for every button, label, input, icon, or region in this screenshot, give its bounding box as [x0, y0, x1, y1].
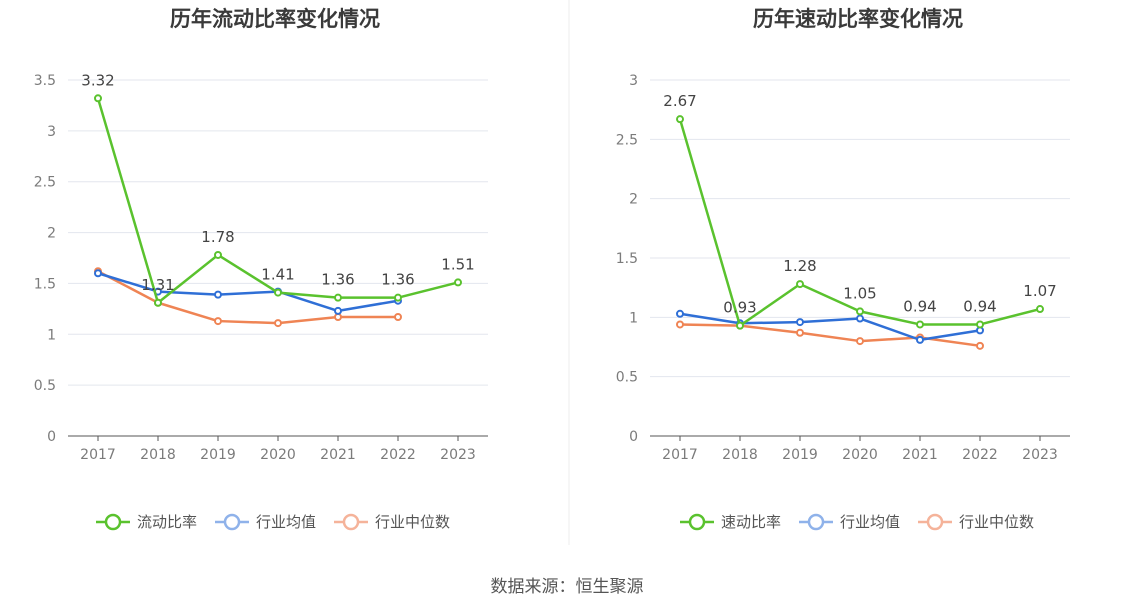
data-label: 1.05 — [843, 284, 876, 302]
y-tick-label: 1 — [629, 310, 638, 326]
data-point-industry_median — [214, 317, 222, 326]
y-tick-label: 1.5 — [34, 276, 56, 292]
data-point-industry_median — [334, 312, 342, 321]
legend-marker — [342, 513, 360, 531]
data-source-text: 数据来源：恒生聚源 — [491, 577, 644, 597]
data-point-industry_median — [676, 320, 684, 329]
legend-label: 行业均值 — [256, 513, 316, 531]
data-label: 0.94 — [903, 297, 936, 315]
x-tick-label: 2019 — [782, 447, 818, 463]
data-point-industry_avg — [856, 314, 864, 323]
data-label: 1.28 — [783, 257, 816, 275]
data-point-industry_avg — [796, 318, 804, 327]
data-label: 1.07 — [1023, 282, 1056, 300]
x-tick-label: 2018 — [140, 447, 176, 463]
data-point-industry_avg — [94, 269, 102, 278]
data-point-company — [1036, 305, 1044, 314]
data-point-company — [736, 321, 744, 330]
data-point-industry_median — [394, 312, 402, 321]
y-tick-label: 3 — [629, 73, 638, 89]
x-tick-label: 2022 — [380, 447, 416, 463]
x-tick-label: 2019 — [200, 447, 236, 463]
legend-label: 行业均值 — [840, 513, 900, 531]
x-tick-label: 2023 — [440, 447, 476, 463]
y-tick-label: 0.5 — [616, 370, 638, 386]
data-point-company — [976, 320, 984, 329]
x-tick-label: 2018 — [722, 447, 758, 463]
data-point-industry_median — [274, 319, 282, 328]
y-tick-label: 0.5 — [34, 378, 56, 394]
x-tick-label: 2023 — [1022, 447, 1058, 463]
data-point-company — [916, 320, 924, 329]
data-label: 3.32 — [81, 71, 114, 89]
data-point-industry_avg — [214, 290, 222, 299]
data-point-company — [454, 278, 462, 287]
y-tick-label: 3 — [47, 124, 56, 140]
data-label: 1.78 — [201, 228, 234, 246]
y-tick-label: 2 — [629, 192, 638, 208]
series-line-industry_median — [97, 270, 398, 325]
chart-title: 历年流动比率变化情况 — [170, 7, 380, 31]
data-point-industry_avg — [676, 309, 684, 318]
data-point-company — [676, 115, 684, 124]
data-point-company — [856, 307, 864, 316]
data-point-company — [274, 288, 282, 297]
series-line-industry_median — [679, 323, 981, 348]
data-point-company — [796, 280, 804, 289]
legend-label: 流动比率 — [137, 513, 197, 531]
data-label: 0.93 — [723, 299, 756, 317]
data-label: 1.36 — [381, 271, 414, 289]
y-tick-label: 0 — [629, 429, 638, 445]
data-label: 1.31 — [141, 276, 174, 294]
data-point-industry_median — [796, 328, 804, 337]
y-tick-label: 2.5 — [34, 175, 56, 191]
current-ratio-chart: 历年流动比率变化情况 0 0.5 1 1.5 2 2.5 3 3.5 2017 2018 2019 20… — [34, 7, 488, 531]
data-label: 1.41 — [261, 266, 294, 284]
data-label: 2.67 — [663, 92, 696, 110]
data-point-company — [334, 293, 342, 302]
y-tick-label: 2 — [47, 226, 56, 242]
y-tick-label: 0 — [47, 429, 56, 445]
legend-marker — [688, 513, 706, 531]
legend-label: 行业中位数 — [959, 513, 1034, 531]
x-tick-label: 2017 — [80, 447, 116, 463]
data-point-company — [94, 94, 102, 103]
legend-marker — [807, 513, 825, 531]
legend-marker — [223, 513, 241, 531]
data-label: 1.51 — [441, 255, 474, 273]
data-point-company — [214, 250, 222, 259]
legend-marker — [926, 513, 944, 531]
y-tick-label: 3.5 — [34, 73, 56, 89]
data-point-industry_avg — [334, 306, 342, 315]
y-tick-label: 1.5 — [616, 251, 638, 267]
series-line-industry_avg — [679, 312, 981, 342]
data-point-company — [394, 293, 402, 302]
data-point-industry_avg — [916, 335, 924, 344]
legend-label: 行业中位数 — [375, 513, 450, 531]
x-tick-label: 2021 — [320, 447, 356, 463]
y-tick-label: 1 — [47, 327, 56, 343]
x-tick-label: 2017 — [662, 447, 698, 463]
data-point-company — [154, 298, 162, 307]
y-tick-label: 2.5 — [616, 132, 638, 148]
legend-label: 速动比率 — [721, 513, 781, 531]
x-tick-label: 2020 — [842, 447, 878, 463]
chart-title: 历年速动比率变化情况 — [753, 7, 963, 31]
x-tick-label: 2022 — [962, 447, 998, 463]
quick-ratio-chart: 历年速动比率变化情况 0 0.5 1 1.5 2 2.5 3 2017 2018 2019 2020 2… — [616, 7, 1070, 531]
series-line-industry_avg — [97, 272, 399, 313]
legend-marker — [104, 513, 122, 531]
data-point-industry_median — [976, 341, 984, 350]
data-label: 0.94 — [963, 297, 996, 315]
data-point-industry_median — [856, 337, 864, 346]
x-tick-label: 2020 — [260, 447, 296, 463]
data-label: 1.36 — [321, 271, 354, 289]
x-tick-label: 2021 — [902, 447, 938, 463]
